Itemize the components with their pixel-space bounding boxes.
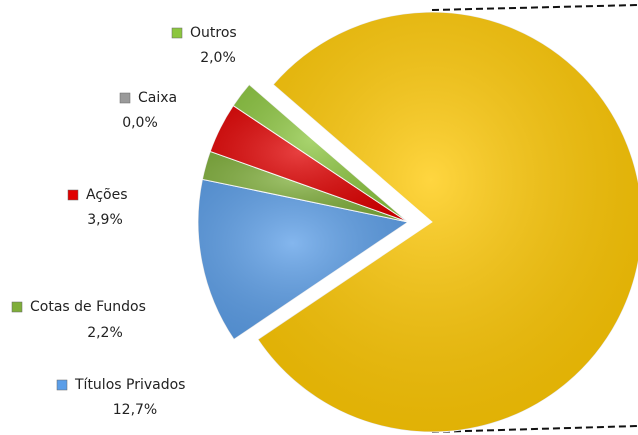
slice-shade (257, 12, 638, 432)
slice-shade (210, 105, 408, 222)
legend-swatch (67, 189, 79, 201)
slice-value-label: 0,0% (122, 115, 158, 131)
zoom-line (431, 4, 638, 11)
legend-swatch (119, 92, 131, 104)
legend-swatch (56, 379, 68, 391)
legend-swatch (11, 301, 23, 313)
slice-label: Cotas de Fundos (30, 299, 146, 315)
slice-value-label: 2,2% (87, 325, 123, 341)
slice-label: Títulos Privados (74, 377, 185, 393)
slice-value-label: 12,7% (113, 402, 157, 418)
zoom-line (431, 425, 638, 433)
slice-shade (233, 84, 408, 222)
slice-value-label: 2,0% (200, 50, 236, 66)
slice-label: Caixa (138, 90, 177, 106)
slice-shade (198, 179, 408, 340)
slice-label: Ações (86, 187, 128, 203)
slice-label: Outros (190, 25, 237, 41)
slice-shade (202, 151, 408, 222)
slice-value-label: 3,9% (87, 212, 123, 228)
legend-swatch (171, 27, 183, 39)
